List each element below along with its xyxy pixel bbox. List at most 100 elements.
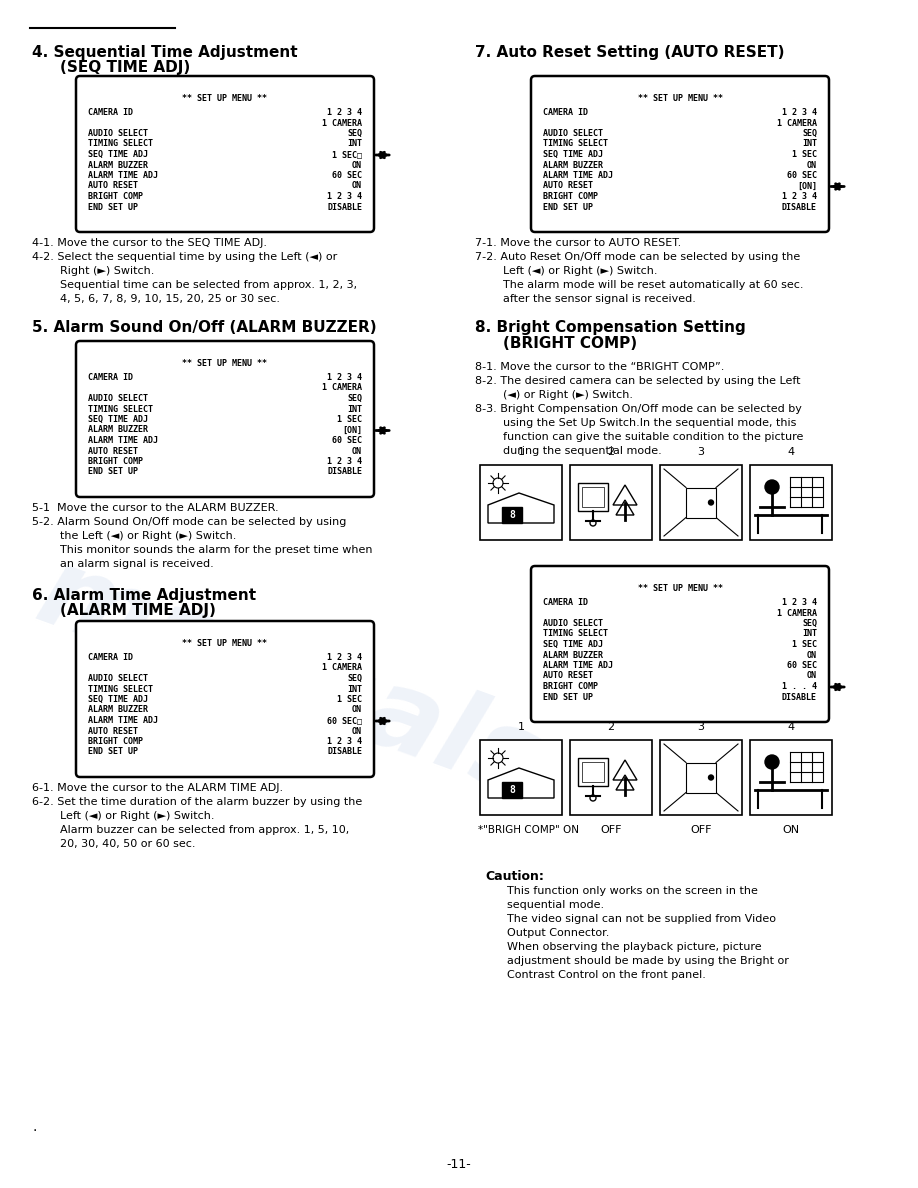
Text: INT: INT — [347, 139, 362, 148]
Text: 8-3. Bright Compensation On/Off mode can be selected by: 8-3. Bright Compensation On/Off mode can… — [475, 404, 802, 413]
Text: 1 2 3 4: 1 2 3 4 — [327, 653, 362, 662]
Text: OFF: OFF — [600, 824, 621, 835]
Text: 1 CAMERA: 1 CAMERA — [777, 119, 817, 127]
Text: ALARM BUZZER: ALARM BUZZER — [543, 651, 603, 659]
Text: .: . — [32, 1120, 37, 1135]
Text: ALARM BUZZER: ALARM BUZZER — [88, 160, 148, 170]
Text: (BRIGHT COMP): (BRIGHT COMP) — [503, 336, 637, 350]
Bar — [582, 487, 604, 507]
Text: AUTO RESET: AUTO RESET — [543, 182, 593, 190]
Text: ON: ON — [782, 824, 800, 835]
Text: AUTO RESET: AUTO RESET — [88, 727, 138, 735]
Text: 8-1. Move the cursor to the “BRIGHT COMP”.: 8-1. Move the cursor to the “BRIGHT COMP… — [475, 362, 724, 372]
Text: 60 SEC: 60 SEC — [787, 171, 817, 181]
Text: 4-1. Move the cursor to the SEQ TIME ADJ.: 4-1. Move the cursor to the SEQ TIME ADJ… — [32, 238, 267, 248]
Bar — [480, 740, 562, 815]
Text: SEQ: SEQ — [802, 619, 817, 628]
Text: 20, 30, 40, 50 or 60 sec.: 20, 30, 40, 50 or 60 sec. — [60, 839, 196, 849]
Text: 1 2 3 4: 1 2 3 4 — [327, 192, 362, 201]
Text: The alarm mode will be reset automatically at 60 sec.: The alarm mode will be reset automatical… — [503, 280, 803, 290]
Text: DISABLE: DISABLE — [782, 202, 817, 211]
Text: function can give the suitable condition to the picture: function can give the suitable condition… — [503, 432, 803, 442]
FancyBboxPatch shape — [76, 76, 374, 232]
Text: END SET UP: END SET UP — [543, 693, 593, 701]
Text: ** SET UP MENU **: ** SET UP MENU ** — [183, 94, 267, 103]
Text: Right (►) Switch.: Right (►) Switch. — [60, 266, 154, 276]
Text: AUTO RESET: AUTO RESET — [543, 671, 593, 681]
Circle shape — [765, 480, 779, 494]
Text: ON: ON — [807, 160, 817, 170]
Text: ** SET UP MENU **: ** SET UP MENU ** — [637, 584, 722, 593]
Bar — [480, 465, 562, 541]
Text: DISABLE: DISABLE — [327, 468, 362, 476]
Text: ** SET UP MENU **: ** SET UP MENU ** — [183, 359, 267, 368]
Text: AUDIO SELECT: AUDIO SELECT — [88, 674, 148, 683]
Text: ALARM TIME ADJ: ALARM TIME ADJ — [88, 171, 158, 181]
Bar — [750, 465, 832, 541]
Bar — [582, 762, 604, 782]
Text: ALARM BUZZER: ALARM BUZZER — [88, 706, 148, 714]
Text: ** SET UP MENU **: ** SET UP MENU ** — [183, 639, 267, 647]
Bar — [660, 465, 742, 541]
Text: ALARM TIME ADJ: ALARM TIME ADJ — [88, 436, 158, 446]
Text: 1 CAMERA: 1 CAMERA — [322, 664, 362, 672]
Text: SEQ: SEQ — [347, 394, 362, 403]
Text: When observing the playback picture, picture: When observing the playback picture, pic… — [507, 942, 762, 952]
Text: -11-: -11- — [447, 1158, 471, 1171]
Text: (◄) or Right (►) Switch.: (◄) or Right (►) Switch. — [503, 390, 633, 400]
Text: 4. Sequential Time Adjustment: 4. Sequential Time Adjustment — [32, 45, 297, 61]
Text: 2: 2 — [608, 447, 614, 457]
Text: 6-1. Move the cursor to the ALARM TIME ADJ.: 6-1. Move the cursor to the ALARM TIME A… — [32, 783, 283, 794]
Text: CAMERA ID: CAMERA ID — [543, 598, 588, 607]
Text: ON: ON — [807, 651, 817, 659]
Text: ALARM TIME ADJ: ALARM TIME ADJ — [543, 171, 613, 181]
Text: Left (◄) or Right (►) Switch.: Left (◄) or Right (►) Switch. — [60, 811, 215, 821]
Text: Left (◄) or Right (►) Switch.: Left (◄) or Right (►) Switch. — [503, 266, 657, 276]
Text: TIMING SELECT: TIMING SELECT — [543, 139, 608, 148]
Text: This function only works on the screen in the: This function only works on the screen i… — [507, 886, 758, 896]
Bar — [502, 782, 522, 798]
Text: TIMING SELECT: TIMING SELECT — [543, 630, 608, 638]
Text: 5. Alarm Sound On/Off (ALARM BUZZER): 5. Alarm Sound On/Off (ALARM BUZZER) — [32, 320, 376, 335]
Text: 7. Auto Reset Setting (AUTO RESET): 7. Auto Reset Setting (AUTO RESET) — [475, 45, 785, 61]
Text: AUTO RESET: AUTO RESET — [88, 447, 138, 455]
Circle shape — [765, 756, 779, 769]
Text: 1 SEC: 1 SEC — [792, 640, 817, 649]
Text: ON: ON — [352, 447, 362, 455]
Text: END SET UP: END SET UP — [88, 747, 138, 757]
Text: TIMING SELECT: TIMING SELECT — [88, 404, 153, 413]
Bar — [686, 487, 716, 518]
Text: AUDIO SELECT: AUDIO SELECT — [88, 394, 148, 403]
Text: INT: INT — [347, 684, 362, 694]
Text: 1 2 3 4: 1 2 3 4 — [327, 457, 362, 466]
Text: Output Connector.: Output Connector. — [507, 928, 610, 939]
Text: 1 2 3 4: 1 2 3 4 — [327, 737, 362, 746]
Text: The video signal can not be supplied from Video: The video signal can not be supplied fro… — [507, 914, 776, 924]
Text: (ALARM TIME ADJ): (ALARM TIME ADJ) — [60, 604, 216, 618]
Text: 1 2 3 4: 1 2 3 4 — [782, 192, 817, 201]
Text: 60 SEC: 60 SEC — [332, 436, 362, 446]
Text: ALARM TIME ADJ: ALARM TIME ADJ — [543, 661, 613, 670]
Text: adjustment should be made by using the Bright or: adjustment should be made by using the B… — [507, 956, 789, 966]
Circle shape — [709, 775, 713, 781]
Text: ON: ON — [352, 160, 362, 170]
Text: 60 SEC□: 60 SEC□ — [327, 716, 362, 725]
Text: SEQ TIME ADJ: SEQ TIME ADJ — [88, 150, 148, 159]
Text: Alarm buzzer can be selected from approx. 1, 5, 10,: Alarm buzzer can be selected from approx… — [60, 824, 349, 835]
Text: DISABLE: DISABLE — [327, 202, 362, 211]
Text: 1 2 3 4: 1 2 3 4 — [327, 108, 362, 116]
Text: [ON]: [ON] — [797, 182, 817, 190]
Text: END SET UP: END SET UP — [543, 202, 593, 211]
Text: 8. Bright Compensation Setting: 8. Bright Compensation Setting — [475, 320, 745, 335]
Text: SEQ: SEQ — [802, 129, 817, 138]
Text: CAMERA ID: CAMERA ID — [88, 108, 133, 116]
Text: during the sequential mode.: during the sequential mode. — [503, 446, 662, 456]
Text: CAMERA ID: CAMERA ID — [88, 373, 133, 383]
Text: SEQ: SEQ — [347, 674, 362, 683]
Text: SEQ TIME ADJ: SEQ TIME ADJ — [88, 415, 148, 424]
Bar — [660, 740, 742, 815]
Text: 1 SEC: 1 SEC — [337, 415, 362, 424]
Text: 3: 3 — [698, 722, 704, 732]
Text: INT: INT — [347, 404, 362, 413]
Text: 1 SEC: 1 SEC — [792, 150, 817, 159]
